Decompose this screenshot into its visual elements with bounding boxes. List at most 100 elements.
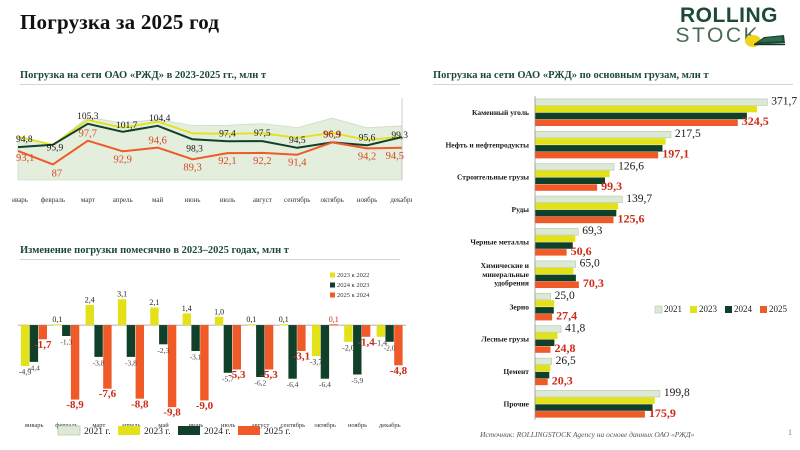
chart1-label-2024-5: 98,3 bbox=[186, 144, 203, 154]
chart3-bar-2-9 bbox=[535, 404, 653, 411]
source-note: Источник: ROLLINGSTOCK Agency на основе … bbox=[480, 430, 695, 439]
series-line-2023г bbox=[17, 119, 403, 146]
chart1-xtick-10: ноябрь bbox=[357, 196, 378, 204]
chart3-ytick-0-0: Каменный уголь bbox=[472, 108, 529, 117]
chart3-title: Погрузка на сети ОАО «РЖД» по основным г… bbox=[433, 70, 793, 85]
chart2-bar-0-4 bbox=[150, 307, 159, 326]
chart2-label-1-8: -6,4 bbox=[287, 380, 299, 389]
chart2-label-2-9: 0,1 bbox=[329, 315, 339, 324]
chart3-bar-2-0 bbox=[535, 112, 747, 120]
chart3-bar-3-7 bbox=[535, 346, 551, 353]
chart1-xtick-5: июнь bbox=[185, 196, 201, 204]
chart1-label-2024-2: 105,3 bbox=[77, 112, 99, 122]
chart2-xtick-1: февраль bbox=[55, 422, 78, 429]
chart1-xtick-0: январь bbox=[12, 196, 28, 204]
chart1-label-2025-8: 91,4 bbox=[288, 158, 307, 169]
chart1-xtick-9: октябрь bbox=[321, 196, 344, 204]
chart2-bar-1-0 bbox=[29, 325, 39, 362]
chart3-legend-swatch-3 bbox=[760, 306, 767, 313]
chart2-xtick-3: апрель bbox=[122, 422, 141, 429]
chart2-bar-1-4 bbox=[159, 325, 168, 345]
chart2-label-2-5: -9,0 bbox=[196, 400, 214, 412]
chart2-bar-2-4 bbox=[167, 325, 177, 408]
chart2-bar-0-9 bbox=[311, 325, 321, 357]
chart3-label-3-1: 197,1 bbox=[662, 147, 689, 161]
chart2-bar-2-7 bbox=[264, 325, 274, 370]
chart3-label-0-8: 26,5 bbox=[556, 355, 576, 367]
chart2-bar-0-10 bbox=[344, 325, 353, 342]
chart2-bar-2-8 bbox=[297, 325, 306, 351]
chart3-bar-2-7 bbox=[535, 339, 555, 346]
chart2-xtick-10: ноябрь bbox=[348, 422, 367, 429]
logo-line2: STOCK bbox=[675, 24, 760, 47]
chart1-label-2025-2: 97,7 bbox=[79, 129, 97, 140]
chart1-xtick-7: август bbox=[253, 196, 272, 204]
chart2-bar-0-6 bbox=[214, 316, 224, 326]
chart3-label-0-3: 139,7 bbox=[626, 193, 652, 205]
chart3-bar-2-2 bbox=[535, 177, 605, 184]
chart2-bar-0-3 bbox=[117, 299, 127, 326]
chart3-bar-1-4 bbox=[535, 235, 576, 242]
chart2-bar-2-11 bbox=[394, 325, 403, 366]
chart2-label-0-5: 1,4 bbox=[182, 304, 192, 313]
chart2-bar-1-2 bbox=[94, 325, 103, 357]
chart1-label-2025-3: 92,9 bbox=[114, 154, 132, 165]
chart2-label-2-2: -7,6 bbox=[99, 388, 117, 400]
chart3-bar-0-5 bbox=[534, 260, 576, 268]
chart2-label-2-8: -3,1 bbox=[293, 351, 310, 363]
chart2-bar-2-1 bbox=[70, 325, 80, 400]
chart2-xtick-8: сентябрь bbox=[281, 422, 306, 429]
chart1-xtick-3: апрель bbox=[113, 196, 133, 204]
chart3-label-0-0: 371,7 bbox=[771, 96, 797, 108]
chart3-bar-0-7 bbox=[534, 325, 562, 333]
chart3-bar-1-9 bbox=[535, 397, 655, 404]
chart2-label-2-3: -8,8 bbox=[131, 398, 149, 410]
chart1-xtick-11: декабрь bbox=[390, 196, 412, 204]
chart3-bar-3-9 bbox=[535, 411, 645, 418]
chart1-title: Погрузка на сети ОАО «РЖД» в 2023-2025 г… bbox=[20, 70, 400, 85]
chart2-label-0-3: 3,1 bbox=[117, 290, 127, 299]
chart2-bar-1-3 bbox=[126, 325, 136, 357]
chart3-bar-3-6 bbox=[535, 313, 553, 321]
chart2-label-0-11: -1,4 bbox=[374, 338, 387, 347]
chart3-bar-2-8 bbox=[535, 371, 550, 379]
bottom-legend-label-1: 2023 г. bbox=[144, 427, 171, 437]
chart3-bar-1-5 bbox=[535, 267, 574, 275]
chart2-bar-0-1 bbox=[53, 324, 62, 326]
chart2-label-2-7: -5,3 bbox=[260, 369, 278, 381]
chart2-bar-0-8 bbox=[279, 324, 288, 326]
chart2-bar-0-7 bbox=[247, 324, 256, 326]
chart3-legend-swatch-1 bbox=[690, 306, 697, 313]
chart3-bar-3-3 bbox=[535, 216, 614, 224]
chart1-svg: 94,8 95,9 105,3 101,7 104,4 98,3 97,4 97,5 94,5 9… bbox=[8, 98, 414, 204]
bottom-legend-swatch-0 bbox=[57, 425, 81, 436]
chart2-bar-2-5 bbox=[200, 325, 209, 401]
chart2-legend-swatch-1 bbox=[330, 282, 335, 288]
chart2-bar-2-6 bbox=[232, 325, 241, 370]
chart2-label-2-6: -5,3 bbox=[228, 369, 246, 381]
chart3-bar-0-6 bbox=[534, 292, 551, 301]
chart2-label-0-7: 0,1 bbox=[246, 315, 256, 324]
chart1-label-2024-6: 97,4 bbox=[219, 129, 236, 139]
chart3-label-0-9: 199,8 bbox=[664, 387, 690, 399]
chart2-label-0-0: -4,9 bbox=[19, 368, 32, 377]
chart3-label-3-9: 175,9 bbox=[649, 406, 676, 420]
chart3-label-3-6: 27,4 bbox=[556, 309, 577, 323]
bottom-legend-label-3: 2025 г. bbox=[264, 427, 291, 437]
chart3-label-0-4: 69,3 bbox=[582, 225, 602, 237]
chart2-label-1-2: -3,8 bbox=[93, 358, 105, 367]
chart2-xtick-2: март bbox=[92, 422, 105, 429]
chart1-xtick-1: февраль bbox=[41, 196, 65, 204]
chart3-bar-1-3 bbox=[535, 203, 619, 210]
chart2-label-1-11: -2,0 bbox=[384, 343, 396, 352]
chart1-xtick-8: сентябрь bbox=[284, 196, 311, 204]
chart1-label-2024-1: 95,9 bbox=[47, 144, 64, 154]
chart1-label-2025-1: 87 bbox=[52, 168, 63, 179]
chart3-label-3-0: 324,5 bbox=[742, 114, 769, 128]
chart1-label-2025-9: 96,9 bbox=[323, 129, 341, 140]
bottom-legend-swatch-1 bbox=[118, 426, 140, 435]
chart3-legend-label-3: 2025 bbox=[769, 304, 788, 314]
chart3-ytick-5-2: удобрения bbox=[494, 279, 529, 288]
chart1-label-2025-0: 93,1 bbox=[16, 153, 34, 164]
chart3-bar-0-2 bbox=[534, 163, 615, 171]
